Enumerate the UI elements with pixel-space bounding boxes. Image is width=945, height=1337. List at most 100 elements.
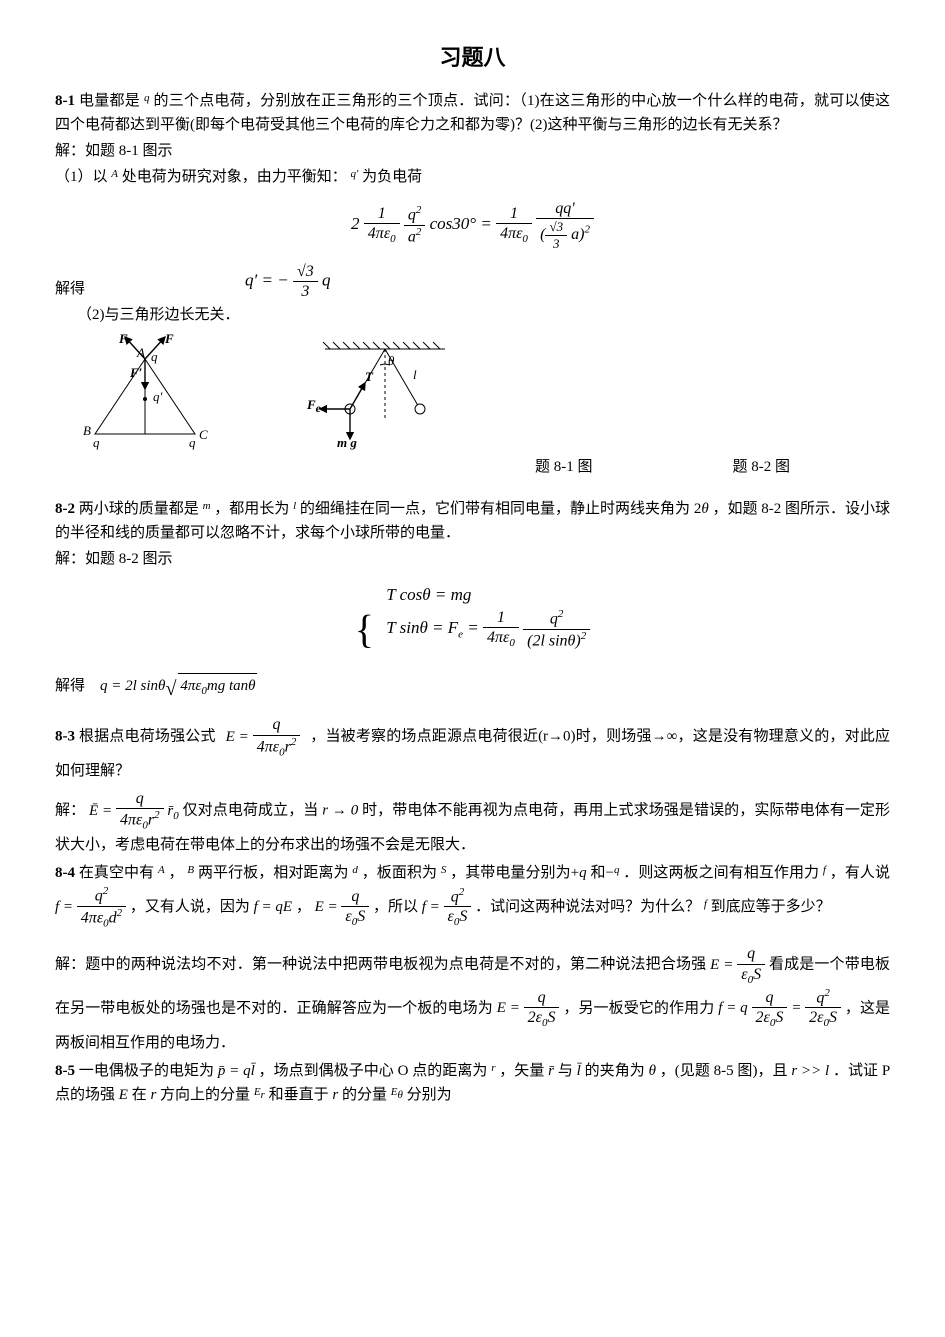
pql: p̄ = ql̄ xyxy=(218,1063,255,1079)
p82-sol-intro: 解：如题 8-2 图示 xyxy=(55,547,890,571)
text: 处电荷为研究对象，由力平衡知： xyxy=(122,169,347,185)
sys2e: e xyxy=(458,629,463,641)
p84-sol: 解：题中的两种说法均不对．第一种说法中把两带电板视为点电荷是不对的，第二种说法把… xyxy=(55,944,890,1054)
Ersub: r xyxy=(261,1089,265,1101)
var-d: d xyxy=(352,864,358,876)
var-E: E xyxy=(119,1087,128,1103)
p81-statement: 8-1 电量都是 q 的三个点电荷，分别放在正三角形的三个顶点．试问：（1)在这… xyxy=(55,89,890,137)
svg-text:T: T xyxy=(365,369,374,384)
fqE: f = qE xyxy=(254,899,292,915)
text: 方向上的分量 xyxy=(160,1087,250,1103)
fig-8-1: F F F′ A q q′ B q C q xyxy=(75,339,215,449)
p81-sol-intro: 解：如题 8-1 图示 xyxy=(55,139,890,163)
sys1: T cosθ = mg xyxy=(386,581,590,608)
text: 在 xyxy=(132,1087,147,1103)
var-A: A xyxy=(111,168,118,180)
svg-text:F: F xyxy=(164,331,174,346)
text: ，所以 xyxy=(373,899,418,915)
text: 的三个点电荷，分别放在正三角形的三个顶点．试问：（1)在这三角形的中心放一个什么… xyxy=(55,93,890,133)
text: 分别为 xyxy=(407,1087,452,1103)
var-B: B xyxy=(187,864,194,876)
svg-text:q′: q′ xyxy=(153,389,163,404)
cos: cos30° = xyxy=(430,214,492,233)
p83-statement: 8-3 根据点电荷场强公式 E = q4πε0r2 ，当被考察的场点距源点电荷很… xyxy=(55,715,890,783)
p82-system: { T cosθ = mg T sinθ = Fe = 14πε0 q2(2l … xyxy=(55,581,890,661)
svg-text:q: q xyxy=(93,435,100,450)
text: ，有人说 xyxy=(830,865,890,881)
fig-labels: 题 8-1 图 题 8-2 图 xyxy=(535,455,890,479)
svg-text:l: l xyxy=(413,367,417,382)
p85-num: 8-5 xyxy=(55,1063,75,1079)
p85-statement: 8-5 一电偶极子的电矩为 p̄ = ql̄ ，场点到偶极子中心 O 点的距离为… xyxy=(55,1059,890,1107)
text: ．则这两板之间有相互作用力 xyxy=(623,865,819,881)
var-S: S xyxy=(441,864,447,876)
var-q2: q xyxy=(614,864,620,876)
var-r2: r xyxy=(150,1087,156,1103)
p81-num: 8-1 xyxy=(55,93,75,109)
text: ，其带电量分别为+ xyxy=(450,865,579,881)
var-l: l xyxy=(293,500,296,512)
text: ，板面积为 xyxy=(362,865,437,881)
text: ，又有人说，因为 xyxy=(130,899,250,915)
text: ，都用长为 xyxy=(214,501,289,517)
p81-jiede-row: 解得 q′ = − √33 q xyxy=(55,262,890,301)
sol-label: 解： xyxy=(55,803,85,819)
text: ，(见题 8-5 图)，且 xyxy=(660,1063,788,1079)
rggl: r >> l xyxy=(791,1063,829,1079)
p82-statement: 8-2 两小球的质量都是 m ，都用长为 l 的细绳挂在同一点，它们带有相同电量… xyxy=(55,497,890,545)
Er: E xyxy=(254,1086,261,1098)
svg-text:m g: m g xyxy=(337,435,357,450)
text: 两小球的质量都是 xyxy=(79,501,199,517)
text: 仅对点电荷成立，当 xyxy=(183,803,319,819)
text: 两平行板，相对距离为 xyxy=(198,865,349,881)
text: （1）以 xyxy=(55,169,108,185)
var-r: r xyxy=(491,1062,495,1074)
p82-num: 8-2 xyxy=(55,501,75,517)
var-q: q xyxy=(579,865,587,881)
text: 的分量 xyxy=(342,1087,387,1103)
text: 解：题中的两种说法均不对．第一种说法中把两带电板视为点电荷是不对的，第二种说法把… xyxy=(55,957,706,973)
text: 到底应等于多少？ xyxy=(711,899,831,915)
svg-text:A: A xyxy=(136,345,145,360)
text: ．试问这两种说法对吗？为什么？ xyxy=(475,899,700,915)
sys2a: T sinθ = F xyxy=(386,618,458,637)
fig-label-2: 题 8-2 图 xyxy=(733,455,791,479)
text: ，另一板受它的作用力 xyxy=(563,1000,714,1016)
fig-8-2: θ l T Fe m g xyxy=(295,339,465,449)
result-pre: q = 2l sinθ xyxy=(100,678,165,694)
svg-text:q: q xyxy=(189,435,196,450)
text: 和垂直于 xyxy=(269,1087,329,1103)
text: 为负电荷 xyxy=(362,169,422,185)
p81-formula1: 2 14πε0 q2a2 cos30° = 14πε0 qq′ (√33 a)2 xyxy=(55,199,890,251)
var-q: q xyxy=(144,92,150,104)
svg-text:F′: F′ xyxy=(129,365,143,380)
figures-row: F F F′ A q q′ B q C q xyxy=(75,339,890,449)
text: 电量都是 xyxy=(79,93,140,109)
svg-text:θ: θ xyxy=(388,353,395,368)
p84-num: 8-4 xyxy=(55,865,75,881)
text: 一电偶极子的电矩为 xyxy=(79,1063,214,1079)
theta: θ xyxy=(649,1063,656,1079)
p81-sol2: （2)与三角形边长无关． xyxy=(77,303,890,327)
p84-statement: 8-4 在真空中有 A ， B 两平行板，相对距离为 d ，板面积为 S ，其带… xyxy=(55,861,890,930)
p81-sol1: （1）以 A 处电荷为研究对象，由力平衡知： q′ 为负电荷 xyxy=(55,165,890,189)
text: 和− xyxy=(590,865,614,881)
var-f2: f xyxy=(704,898,707,910)
svg-text:Fe: Fe xyxy=(306,397,322,415)
text: 根据点电荷场强公式 xyxy=(79,729,216,745)
Ethsub: θ xyxy=(397,1089,402,1101)
text: 与 xyxy=(558,1063,573,1079)
var-r3: r xyxy=(332,1087,338,1103)
svg-text:C: C xyxy=(199,427,208,442)
text: ，场点到偶极子中心 O 点的距离为 xyxy=(259,1063,488,1079)
text: 在真空中有 xyxy=(79,865,154,881)
var-A: A xyxy=(158,864,165,876)
lbar: l̄ xyxy=(577,1063,581,1079)
svg-text:q: q xyxy=(151,349,158,364)
coef: 2 xyxy=(351,214,360,233)
page-title: 习题八 xyxy=(55,40,890,75)
jiede: 解得 xyxy=(55,277,85,301)
var-f: f xyxy=(823,864,826,876)
fig-label-1: 题 8-1 图 xyxy=(535,455,593,479)
rbar: r̄ xyxy=(548,1063,554,1079)
